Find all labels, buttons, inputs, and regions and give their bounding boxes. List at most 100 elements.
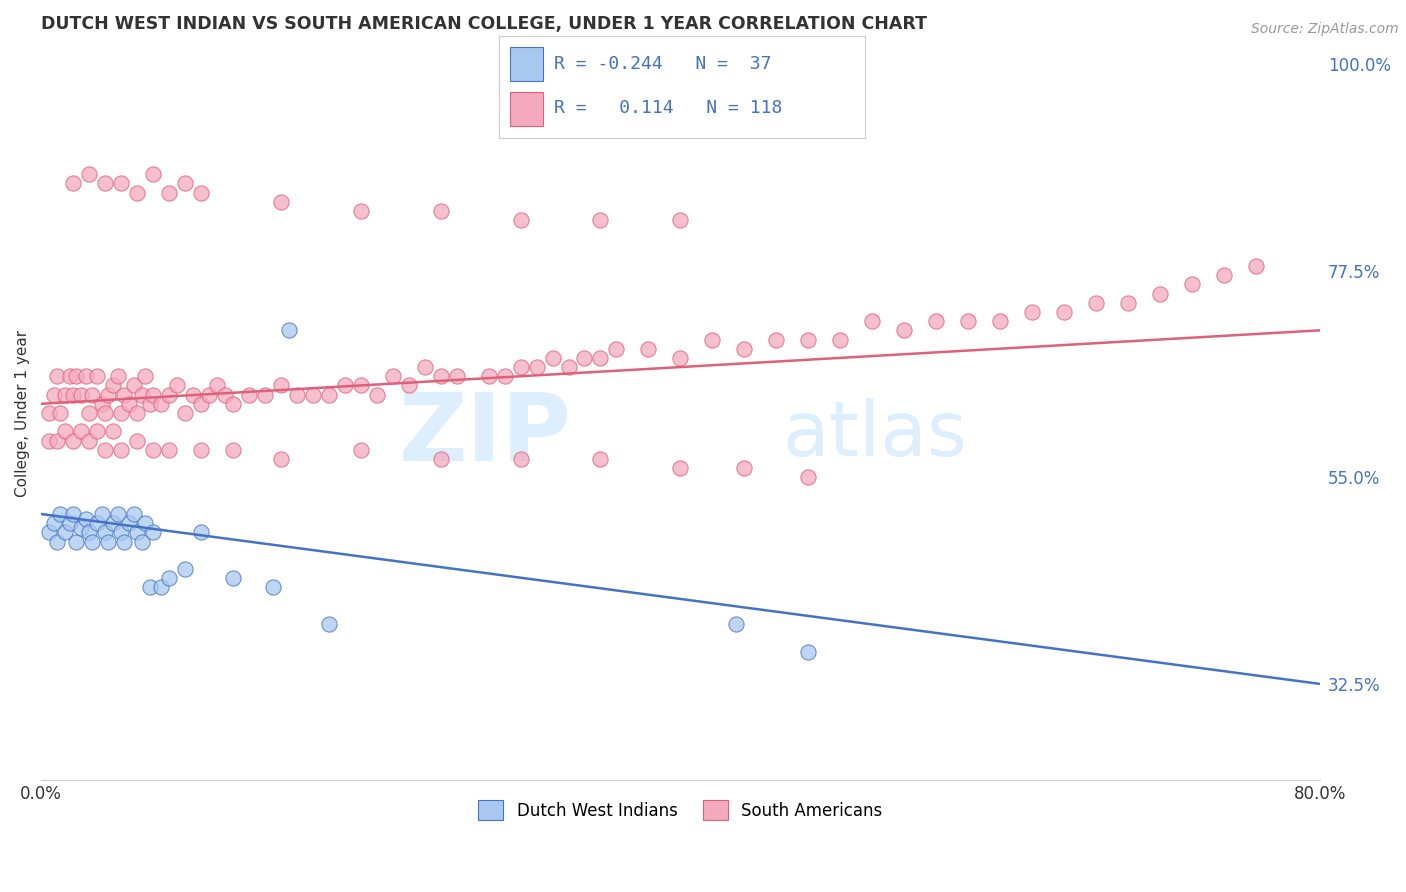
Point	[142, 387, 165, 401]
Point	[70, 425, 93, 439]
Point	[860, 314, 883, 328]
Point	[925, 314, 948, 328]
Point	[1053, 305, 1076, 319]
Point	[46, 434, 69, 448]
Point	[77, 167, 100, 181]
Point	[541, 351, 564, 365]
Point	[131, 387, 153, 401]
Point	[318, 387, 340, 401]
Point	[49, 406, 72, 420]
Point	[366, 387, 388, 401]
Point	[318, 617, 340, 632]
Point	[166, 378, 188, 392]
Point	[669, 461, 692, 475]
Point	[190, 442, 212, 457]
Point	[142, 167, 165, 181]
Point	[494, 369, 516, 384]
Point	[65, 534, 87, 549]
Point	[46, 534, 69, 549]
Legend: Dutch West Indians, South Americans: Dutch West Indians, South Americans	[472, 793, 889, 827]
Point	[733, 461, 755, 475]
Point	[112, 387, 135, 401]
Point	[1116, 295, 1139, 310]
Point	[86, 516, 108, 531]
Point	[77, 434, 100, 448]
Point	[149, 581, 172, 595]
Point	[350, 204, 373, 219]
Point	[429, 204, 451, 219]
Point	[174, 562, 197, 576]
Point	[669, 213, 692, 227]
Point	[398, 378, 420, 392]
Point	[38, 406, 60, 420]
Point	[222, 442, 245, 457]
Text: DUTCH WEST INDIAN VS SOUTH AMERICAN COLLEGE, UNDER 1 YEAR CORRELATION CHART: DUTCH WEST INDIAN VS SOUTH AMERICAN COLL…	[41, 15, 927, 33]
Point	[125, 434, 148, 448]
Point	[509, 213, 531, 227]
Point	[157, 387, 180, 401]
Point	[1181, 277, 1204, 292]
Point	[70, 521, 93, 535]
Point	[222, 571, 245, 585]
Point	[110, 177, 132, 191]
Point	[94, 177, 117, 191]
Point	[62, 177, 84, 191]
Point	[101, 378, 124, 392]
Point	[122, 378, 145, 392]
Point	[174, 406, 197, 420]
Point	[509, 360, 531, 375]
Point	[190, 186, 212, 200]
Point	[270, 194, 292, 209]
Point	[797, 470, 820, 484]
Point	[830, 333, 852, 347]
Point	[38, 434, 60, 448]
Point	[526, 360, 548, 375]
Point	[270, 451, 292, 466]
Point	[637, 342, 659, 356]
Point	[86, 425, 108, 439]
Point	[957, 314, 980, 328]
Point	[110, 406, 132, 420]
Point	[605, 342, 627, 356]
Point	[118, 397, 141, 411]
Point	[893, 323, 915, 337]
Point	[174, 177, 197, 191]
Point	[350, 378, 373, 392]
Point	[107, 507, 129, 521]
Point	[131, 534, 153, 549]
Point	[733, 342, 755, 356]
Text: ZIP: ZIP	[399, 389, 572, 481]
Point	[262, 581, 284, 595]
Point	[157, 571, 180, 585]
Point	[429, 369, 451, 384]
Point	[122, 507, 145, 521]
Point	[797, 333, 820, 347]
Point	[253, 387, 276, 401]
Point	[42, 387, 65, 401]
Point	[270, 378, 292, 392]
Point	[205, 378, 228, 392]
Point	[157, 186, 180, 200]
Point	[70, 387, 93, 401]
Point	[669, 351, 692, 365]
Point	[1021, 305, 1043, 319]
Point	[198, 387, 221, 401]
Point	[125, 525, 148, 540]
Point	[97, 387, 120, 401]
Point	[285, 387, 308, 401]
Point	[125, 186, 148, 200]
Point	[75, 511, 97, 525]
Point	[65, 369, 87, 384]
Point	[238, 387, 260, 401]
Text: Source: ZipAtlas.com: Source: ZipAtlas.com	[1251, 22, 1399, 37]
Bar	[510, 47, 543, 81]
Point	[97, 534, 120, 549]
Point	[125, 406, 148, 420]
Point	[725, 617, 748, 632]
Point	[1084, 295, 1107, 310]
Point	[222, 397, 245, 411]
Point	[49, 507, 72, 521]
Point	[509, 451, 531, 466]
Point	[94, 442, 117, 457]
Point	[94, 525, 117, 540]
